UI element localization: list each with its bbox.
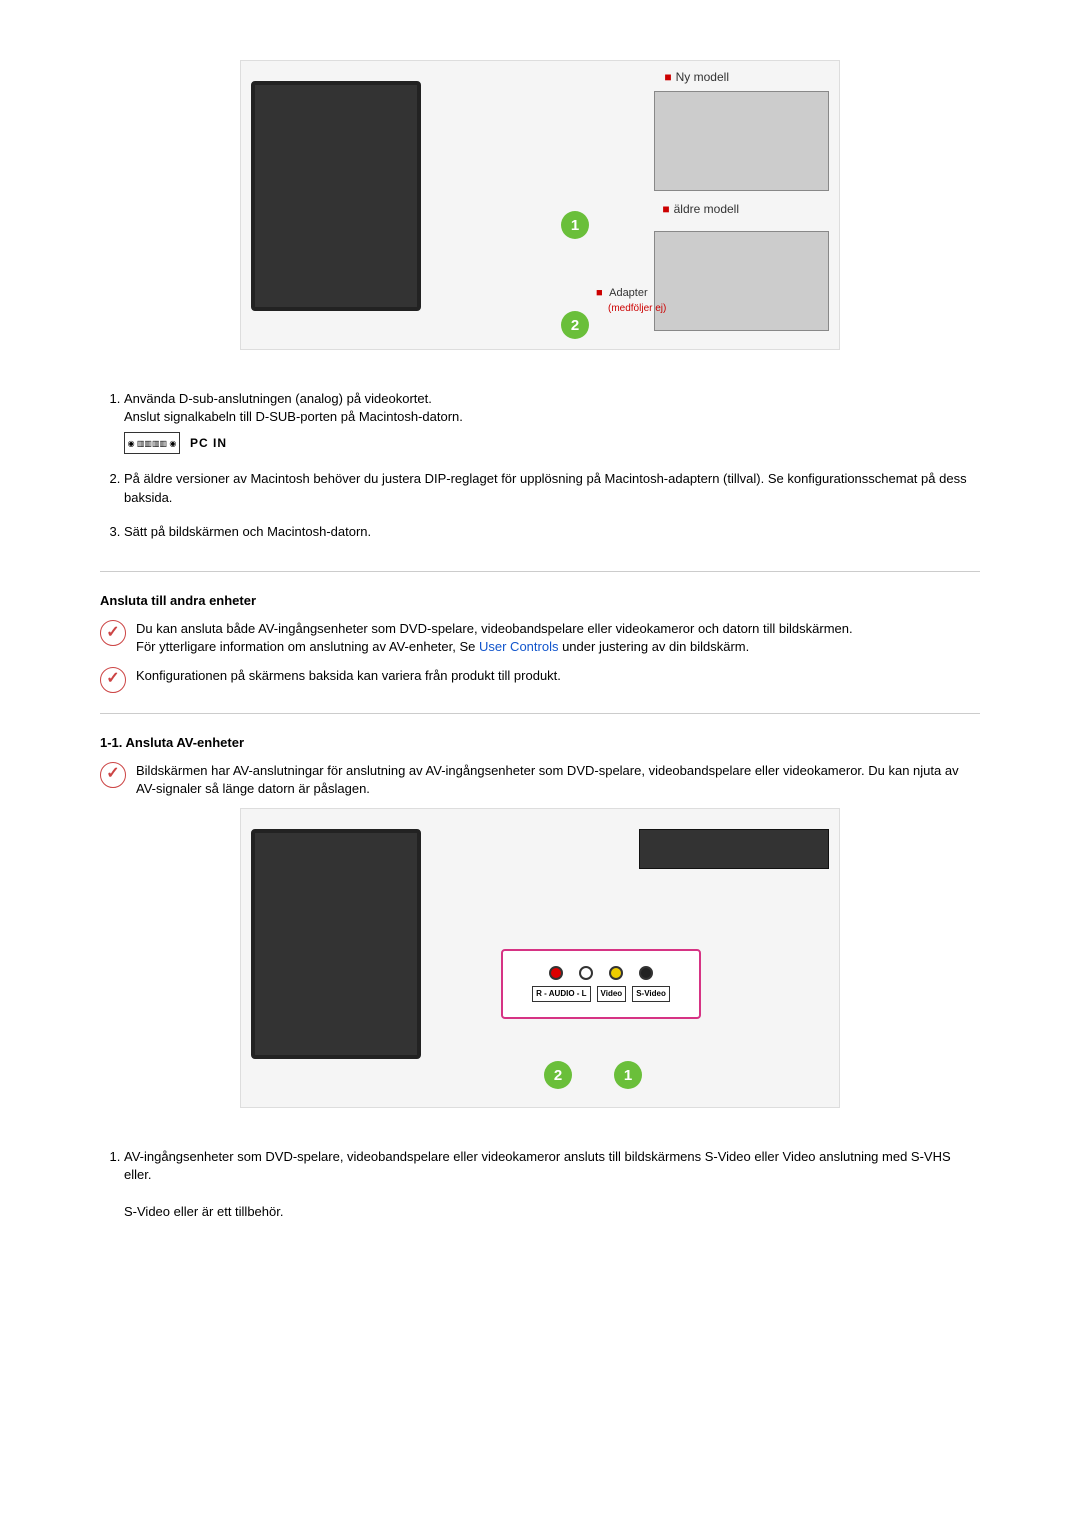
tip-text-av: Bildskärmen har AV-anslutningar för ansl…: [136, 762, 980, 798]
checkmark-icon: ✓: [100, 762, 126, 788]
callout-number-2: 2: [544, 1061, 572, 1089]
tip1-line-a: Du kan ansluta både AV-ingångsenheter so…: [136, 621, 853, 636]
label-new-model-text: Ny modell: [676, 70, 729, 84]
audio-r-jack-icon: [549, 966, 563, 980]
macintosh-instructions-list: Använda D-sub-anslutningen (analog) på v…: [124, 390, 980, 541]
dsub-port-icon: ◉ ▥▥▥▥ ◉: [124, 432, 180, 454]
svideo-jack-icon: [639, 966, 653, 980]
tip-row-av: ✓ Bildskärmen har AV-anslutningar för an…: [100, 762, 980, 798]
checkmark-icon: ✓: [100, 667, 126, 693]
tip-row-1: ✓ Du kan ansluta både AV-ingångsenheter …: [100, 620, 980, 656]
connection-diagram-macintosh: ■ Ny modell ■ äldre modell ■ Adapter (medf…: [240, 60, 840, 350]
label-adapter-text: Adapter: [609, 287, 648, 299]
av-jacks-row: [549, 966, 653, 980]
monitor-illustration: [251, 81, 421, 311]
av-instruction-1-text: AV-ingångsenheter som DVD-spelare, video…: [124, 1149, 951, 1182]
video-label: Video: [597, 986, 627, 1001]
instruction-item-1: Använda D-sub-anslutningen (analog) på v…: [124, 390, 980, 454]
video-jack-icon: [609, 966, 623, 980]
checkmark-icon: ✓: [100, 620, 126, 646]
label-new-model: ■ Ny modell: [664, 69, 729, 86]
pc-in-label: PC IN: [190, 435, 227, 452]
user-controls-link[interactable]: User Controls: [479, 639, 558, 654]
svideo-label: S-Video: [632, 986, 670, 1001]
av-instructions-list: AV-ingångsenheter som DVD-spelare, video…: [124, 1148, 980, 1221]
audio-l-jack-icon: [579, 966, 593, 980]
av-labels-row: R - AUDIO - L Video S-Video: [532, 986, 670, 1001]
av-instruction-note: S-Video eller är ett tillbehör.: [124, 1204, 283, 1219]
label-old-model-text: äldre modell: [674, 202, 739, 216]
label-adapter: ■ Adapter (medföljer ej): [596, 286, 666, 317]
av-panel-illustration: R - AUDIO - L Video S-Video: [501, 949, 701, 1019]
tip-row-2: ✓ Konfigurationen på skärmens baksida ka…: [100, 667, 980, 693]
dvd-player-illustration: [639, 829, 829, 869]
instruction-item-3: Sätt på bildskärmen och Macintosh-datorn…: [124, 523, 980, 541]
tip1-line-b-post: under justering av din bildskärm.: [558, 639, 749, 654]
audio-label: R - AUDIO - L: [532, 986, 590, 1001]
pc-old-illustration: [654, 231, 829, 331]
tip-text-2: Konfigurationen på skärmens baksida kan …: [136, 667, 980, 685]
bullet-icon: ■: [662, 202, 669, 216]
tip1-line-b-pre: För ytterligare information om anslutnin…: [136, 639, 479, 654]
pc-in-row: ◉ ▥▥▥▥ ◉ PC IN: [124, 432, 980, 454]
instruction-1-line2: Anslut signalkabeln till D-SUB-porten på…: [124, 409, 463, 424]
av-instruction-item-1: AV-ingångsenheter som DVD-spelare, video…: [124, 1148, 980, 1221]
bullet-icon: ■: [596, 287, 603, 299]
pc-new-illustration: [654, 91, 829, 191]
divider: [100, 571, 980, 572]
label-old-model: ■ äldre modell: [662, 201, 739, 218]
monitor-illustration: [251, 829, 421, 1059]
divider: [100, 713, 980, 714]
label-adapter-note: (medföljer ej): [608, 303, 666, 314]
callout-number-1: 1: [561, 211, 589, 239]
callout-number-1: 1: [614, 1061, 642, 1089]
section-title-av-devices: 1-1. Ansluta AV-enheter: [100, 734, 980, 752]
instruction-1-line1: Använda D-sub-anslutningen (analog) på v…: [124, 391, 432, 406]
section-title-other-devices: Ansluta till andra enheter: [100, 592, 980, 610]
callout-number-2: 2: [561, 311, 589, 339]
bullet-icon: ■: [664, 70, 671, 84]
instruction-item-2: På äldre versioner av Macintosh behöver …: [124, 470, 980, 506]
connection-diagram-av: R - AUDIO - L Video S-Video 1 2: [240, 808, 840, 1108]
tip-text-1: Du kan ansluta både AV-ingångsenheter so…: [136, 620, 980, 656]
